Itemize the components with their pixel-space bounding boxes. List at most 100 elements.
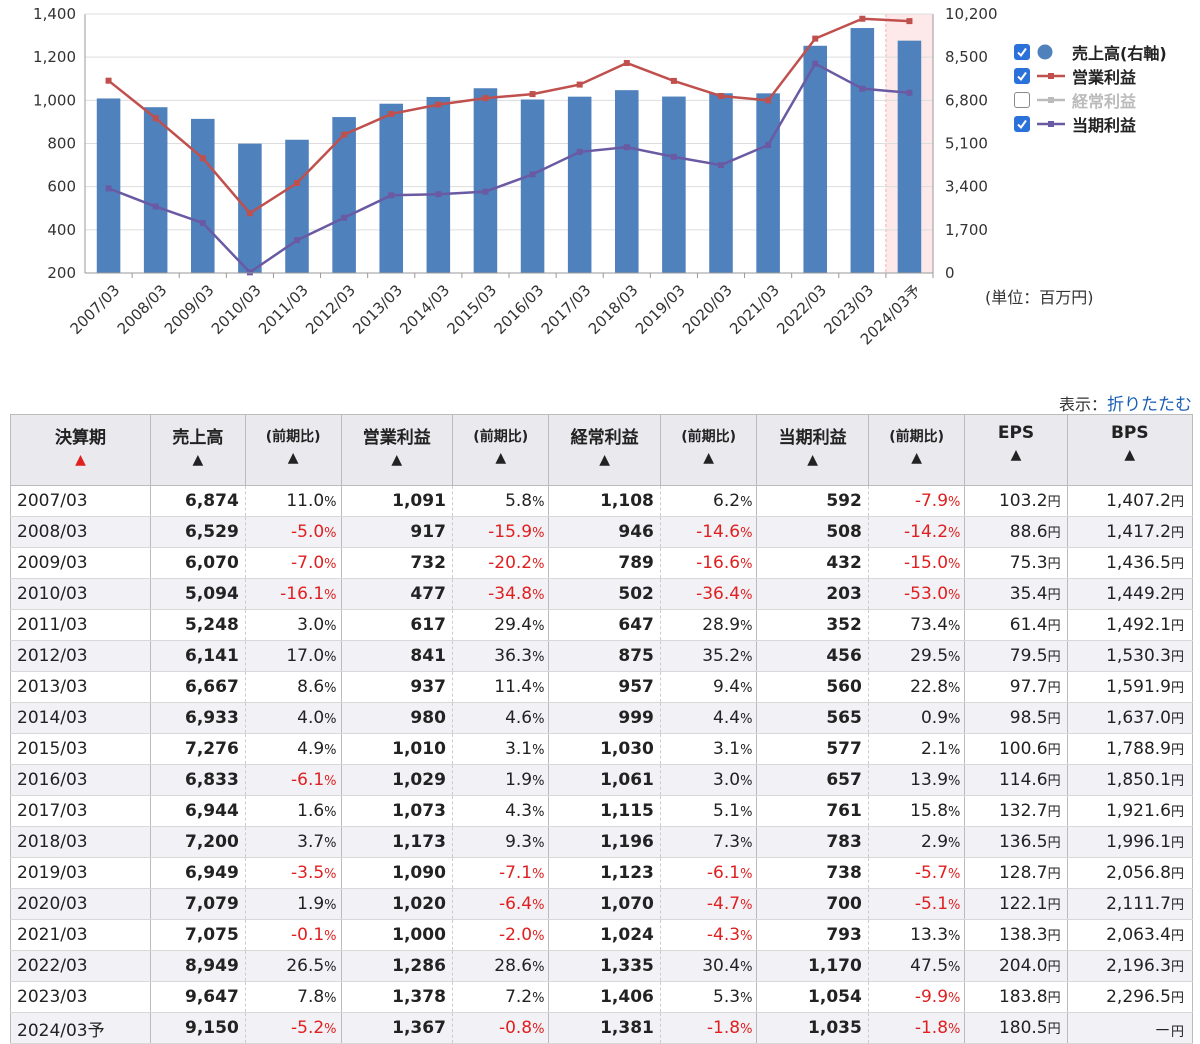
cell-change-pct: 28.6% <box>451 950 549 982</box>
pct-unit: % <box>740 557 753 572</box>
series-point <box>529 91 536 98</box>
header-label: EPS <box>997 423 1035 443</box>
sort-arrow-icon[interactable]: ▲ <box>287 450 299 466</box>
cell-period: 2014/03 <box>10 702 151 734</box>
cell-value: 6,070 <box>149 547 246 579</box>
cell-change-pct: 17.0% <box>244 640 342 672</box>
cell-value: 560 <box>756 671 869 703</box>
legend-checkbox[interactable] <box>1014 92 1030 108</box>
x-tick-label: 2019/03 <box>632 281 689 338</box>
sort-arrow-icon[interactable]: ▲ <box>911 450 922 466</box>
header-net-profit[interactable]: 当期利益 ▲ <box>756 414 869 486</box>
collapse-link[interactable]: 折りたたむ <box>1107 395 1192 415</box>
cell-change-pct: 11.4% <box>451 671 549 703</box>
legend-item[interactable]: 営業利益 <box>1014 64 1167 88</box>
sort-arrow-icon[interactable]: ▲ <box>1124 447 1136 463</box>
cell-change-pct: 5.1% <box>659 795 757 827</box>
header-ord-change[interactable]: (前期比) ▲ <box>659 414 758 486</box>
bar-sales <box>191 118 215 274</box>
sort-arrow-icon[interactable]: ▲ <box>1010 447 1022 463</box>
legend-item[interactable]: 売上高(右軸) <box>1014 40 1167 64</box>
header-period[interactable]: 決算期 ▲ <box>10 414 151 486</box>
sort-arrow-icon[interactable]: ▲ <box>75 452 86 468</box>
table-row: 2008/03 6,529 -5.0% 917 -15.9% 946 -14.6% 508 -1… <box>10 516 1194 548</box>
cell-value: 6,529 <box>149 516 246 548</box>
cell-change-pct: 29.5% <box>867 640 965 672</box>
cell-bps: 1,591.9円 <box>1066 671 1194 703</box>
series-point <box>482 95 489 102</box>
cell-eps: 79.5円 <box>964 640 1068 672</box>
cell-change-pct: -6.1% <box>659 857 757 889</box>
cell-change-pct: -4.3% <box>659 919 757 951</box>
yen-unit: 円 <box>1170 960 1184 975</box>
pct-unit: % <box>532 898 545 913</box>
cell-change-pct: 3.1% <box>451 733 549 765</box>
cell-value: 1,024 <box>548 919 661 951</box>
cell-change-pct: 1.9% <box>451 764 549 796</box>
cell-value: 1,335 <box>548 950 661 982</box>
cell-value: 6,667 <box>149 671 246 703</box>
sort-arrow-icon[interactable]: ▲ <box>495 450 507 466</box>
header-label: 経常利益 <box>570 428 639 448</box>
bar-sales <box>567 96 592 273</box>
cell-bps: 1,492.1円 <box>1066 609 1194 641</box>
y-right-tick-label: 3,400 <box>945 178 988 196</box>
cell-change-pct: 5.3% <box>659 981 757 1013</box>
table-row: 2024/03予 9,150 -5.2% 1,367 -0.8% 1,381 -1.8% 1,… <box>10 1012 1194 1044</box>
series-point <box>152 203 159 210</box>
sort-arrow-icon[interactable]: ▲ <box>703 450 715 466</box>
yen-unit: 円 <box>1170 898 1184 913</box>
legend-item[interactable]: 経常利益 <box>1014 88 1167 112</box>
cell-change-pct: 3.0% <box>244 609 342 641</box>
header-label: BPS <box>1110 423 1149 443</box>
yen-unit: 円 <box>1170 991 1184 1006</box>
cell-value: 7,200 <box>149 826 246 858</box>
header-sales[interactable]: 売上高 ▲ <box>149 414 246 486</box>
header-ordinary-profit[interactable]: 経常利益 ▲ <box>548 414 661 486</box>
series-point <box>859 85 866 92</box>
pct-unit: % <box>532 1022 545 1037</box>
legend-checkbox[interactable] <box>1014 44 1030 60</box>
header-op-change[interactable]: (前期比) ▲ <box>451 414 550 486</box>
series-line <box>107 17 910 215</box>
cell-bps: 2,296.5円 <box>1066 981 1194 1013</box>
cell-value: 565 <box>756 702 869 734</box>
cell-period: 2008/03 <box>10 516 151 548</box>
x-tick-label: 2008/03 <box>114 281 171 338</box>
cell-change-pct: -53.0% <box>867 578 965 610</box>
sort-arrow-icon[interactable]: ▲ <box>391 452 403 468</box>
pct-unit: % <box>532 867 545 882</box>
pct-unit: % <box>324 526 337 541</box>
legend-item[interactable]: 当期利益 <box>1014 112 1167 136</box>
header-operating-profit[interactable]: 営業利益 ▲ <box>340 414 453 486</box>
header-eps[interactable]: EPS ▲ <box>964 414 1068 486</box>
yen-unit: 円 <box>1047 836 1061 851</box>
cell-value: 841 <box>340 640 453 672</box>
y-left-tick-label: 1,000 <box>33 91 76 109</box>
pct-unit: % <box>324 898 337 913</box>
sort-arrow-icon[interactable]: ▲ <box>192 452 204 468</box>
cell-value: 5,248 <box>149 609 246 641</box>
series-point <box>812 35 819 42</box>
cell-period: 2018/03 <box>10 826 151 858</box>
header-net-change[interactable]: (前期比) ▲ <box>867 414 966 486</box>
x-tick-label: 2021/03 <box>726 281 783 338</box>
yen-unit: 円 <box>1047 1022 1061 1037</box>
series-point <box>388 192 395 199</box>
pct-unit: % <box>324 960 337 975</box>
legend-checkbox[interactable] <box>1014 116 1030 132</box>
pct-unit: % <box>948 867 961 882</box>
cell-eps: 183.8円 <box>964 981 1068 1013</box>
cell-change-pct: 1.9% <box>244 888 342 920</box>
cell-value: 1,054 <box>756 981 869 1013</box>
cell-value: 7,075 <box>149 919 246 951</box>
legend-checkbox[interactable] <box>1014 68 1030 84</box>
table-row: 2014/03 6,933 4.0% 980 4.6% 999 4.4% 565 0.9% 98.… <box>10 702 1194 734</box>
header-bps[interactable]: BPS ▲ <box>1066 414 1194 486</box>
header-sales-change[interactable]: (前期比) ▲ <box>244 414 342 486</box>
sort-arrow-icon[interactable]: ▲ <box>599 452 611 468</box>
yen-unit: 円 <box>1047 743 1061 758</box>
yen-unit: 円 <box>1047 805 1061 820</box>
sort-arrow-icon[interactable]: ▲ <box>807 452 819 468</box>
bar-sales <box>426 96 451 273</box>
